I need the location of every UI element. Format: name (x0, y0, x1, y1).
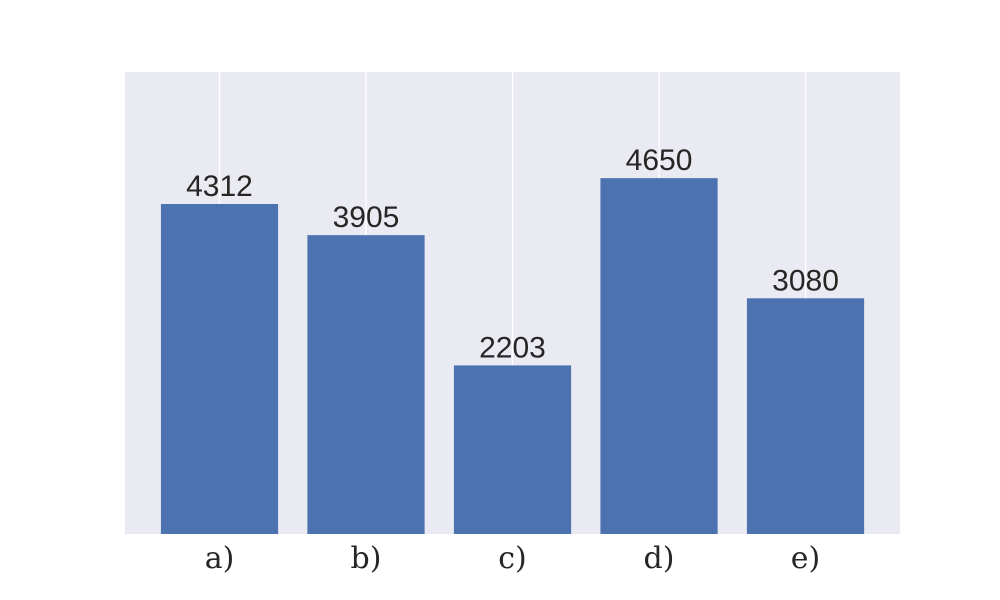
bar-value-label: 3080 (772, 264, 839, 297)
x-tick-label: a) (205, 541, 235, 576)
bar (453, 365, 572, 534)
x-tick-label: c) (498, 541, 527, 576)
bar (600, 178, 718, 534)
bars (160, 178, 865, 535)
bar (160, 204, 279, 534)
bar (307, 235, 425, 535)
value-labels: 4312 3905 2203 4650 3080 (186, 144, 839, 364)
bar-value-label: 4650 (626, 144, 693, 177)
x-tick-labels: a) b) c) d) e) (205, 541, 821, 576)
x-tick-label: e) (791, 541, 820, 576)
bar-value-label: 2203 (479, 331, 546, 364)
bar-value-label: 3905 (333, 201, 400, 234)
bar-value-label: 4312 (186, 170, 253, 203)
bar (746, 298, 865, 534)
x-tick-label: b) (351, 541, 382, 576)
x-tick-label: d) (644, 541, 675, 576)
